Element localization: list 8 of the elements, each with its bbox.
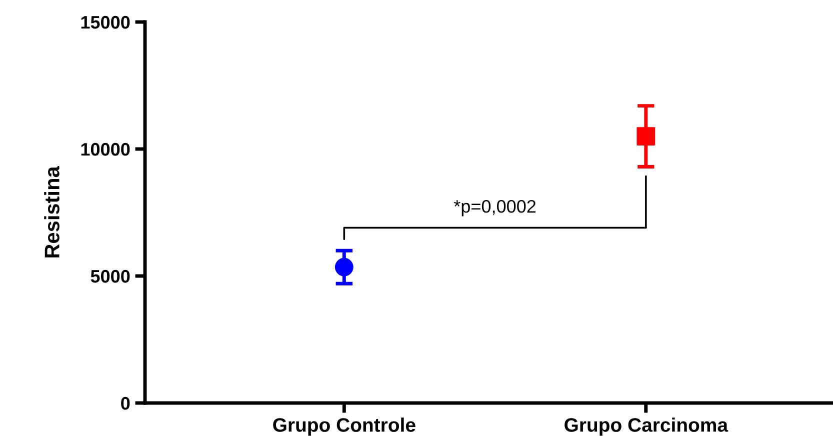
x-tick-label: Grupo Controle [273, 418, 416, 436]
y-tick-label: 5000 [90, 270, 130, 283]
annotation: *p=0,0002 [454, 200, 536, 216]
y-axis-title: Resistina [44, 166, 60, 258]
y-tick-label: 10000 [81, 142, 130, 156]
y-tick-label: 0 [121, 396, 130, 410]
y-tick-label: 15000 [81, 16, 130, 29]
x-tick-label: Grupo Carcinoma [564, 418, 728, 436]
